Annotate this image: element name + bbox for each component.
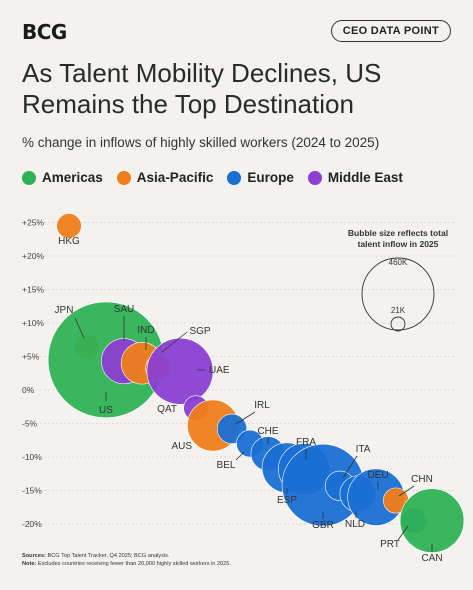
ceo-data-point-badge: CEO DATA POINT: [330, 20, 451, 42]
legend-label-europe: Europe: [247, 170, 294, 185]
legend-item-europe: Europe: [227, 170, 294, 185]
label-sau: SAU: [114, 304, 135, 315]
label-deu: DEU: [367, 470, 388, 481]
bubble-hkg: [56, 213, 82, 239]
leader-bel: [235, 451, 245, 461]
leader-ita: [342, 455, 358, 479]
page-title: As Talent Mobility Declines, US Remains …: [22, 58, 382, 119]
label-sgp: SGP: [189, 326, 210, 337]
y-tick-label: 0%: [22, 385, 35, 395]
y-tick-label: +20%: [22, 251, 44, 261]
leader-irl: [235, 411, 256, 425]
leader-prt: [397, 525, 409, 541]
leader-sgp: [161, 331, 188, 353]
size-legend-small-label: 21K: [391, 306, 406, 315]
leader-jpn: [74, 317, 85, 339]
label-fra: FRA: [296, 437, 316, 448]
label-qat: QAT: [157, 404, 177, 415]
label-prt: PRT: [380, 539, 400, 550]
label-hkg: HKG: [58, 236, 80, 247]
size-legend-title-line2: talent inflow in 2025: [358, 239, 439, 249]
sources-text: BCG Top Talent Tracker, Q4 2025; BCG ana…: [47, 553, 170, 559]
legend-label-americas: Americas: [42, 170, 103, 185]
leader-chn: [398, 485, 415, 497]
label-gbr: GBR: [312, 520, 334, 531]
label-che: CHE: [257, 426, 278, 437]
label-irl: IRL: [254, 400, 270, 411]
legend-item-americas: Americas: [22, 170, 103, 185]
bubble-uae: [146, 337, 214, 405]
label-aus: AUS: [171, 441, 192, 452]
label-uae: UAE: [209, 365, 230, 376]
label-esp: ESP: [277, 495, 297, 506]
label-jpn: JPN: [55, 305, 74, 316]
bubble-can: [399, 488, 465, 553]
label-bel: BEL: [217, 460, 236, 471]
region-legend: Americas Asia-Pacific Europe Middle East: [22, 170, 403, 185]
grid-layer: +25% +20% +15% +10% +5% 0% -5% -10% -15% -20%: [22, 218, 455, 529]
note-text: Excludes countries receiving fewer than …: [37, 561, 231, 567]
size-legend-title-line1: Bubble size reflects total: [348, 228, 448, 238]
size-legend: Bubble size reflects total talent inflow…: [348, 228, 448, 332]
label-us: US: [99, 405, 113, 416]
size-legend-small-circle: [390, 316, 406, 332]
label-ind: IND: [137, 325, 154, 336]
label-chn: CHN: [411, 474, 433, 485]
chart-subtitle: % change in inflows of highly skilled wo…: [22, 135, 380, 150]
bubble-layer: [47, 213, 465, 553]
sources-line: Sources: BCG Top Talent Tracker, Q4 2025…: [22, 552, 231, 560]
label-nld: NLD: [345, 519, 365, 530]
note-label: Note:: [22, 561, 37, 567]
y-tick-label: -15%: [22, 486, 42, 496]
label-ita: ITA: [356, 444, 371, 455]
legend-item-middle-east: Middle East: [307, 170, 403, 185]
legend-item-asia-pacific: Asia-Pacific: [116, 170, 214, 185]
legend-dot-europe: [227, 170, 242, 185]
note-line: Note: Excludes countries receiving fewer…: [22, 560, 231, 568]
legend-label-middle-east: Middle East: [327, 170, 403, 185]
legend-dot-middle-east: [307, 170, 322, 185]
y-tick-label: -20%: [22, 519, 42, 529]
bcg-logo: BCG: [22, 20, 67, 44]
y-tick-label: +10%: [22, 318, 44, 328]
y-tick-label: -10%: [22, 452, 42, 462]
chart-footer: Sources: BCG Top Talent Tracker, Q4 2025…: [22, 552, 231, 568]
y-tick-label: +25%: [22, 218, 44, 228]
legend-dot-asia-pacific: [116, 170, 131, 185]
size-legend-large-circle: [361, 257, 435, 331]
sources-label: Sources:: [22, 553, 46, 559]
size-legend-large-label: 460K: [389, 258, 408, 267]
label-can: CAN: [421, 553, 442, 564]
legend-dot-americas: [22, 170, 36, 185]
y-tick-label: +15%: [22, 285, 44, 295]
y-tick-label: -5%: [22, 419, 38, 429]
legend-label-asia-pacific: Asia-Pacific: [136, 170, 214, 185]
y-tick-label: +5%: [22, 352, 40, 362]
